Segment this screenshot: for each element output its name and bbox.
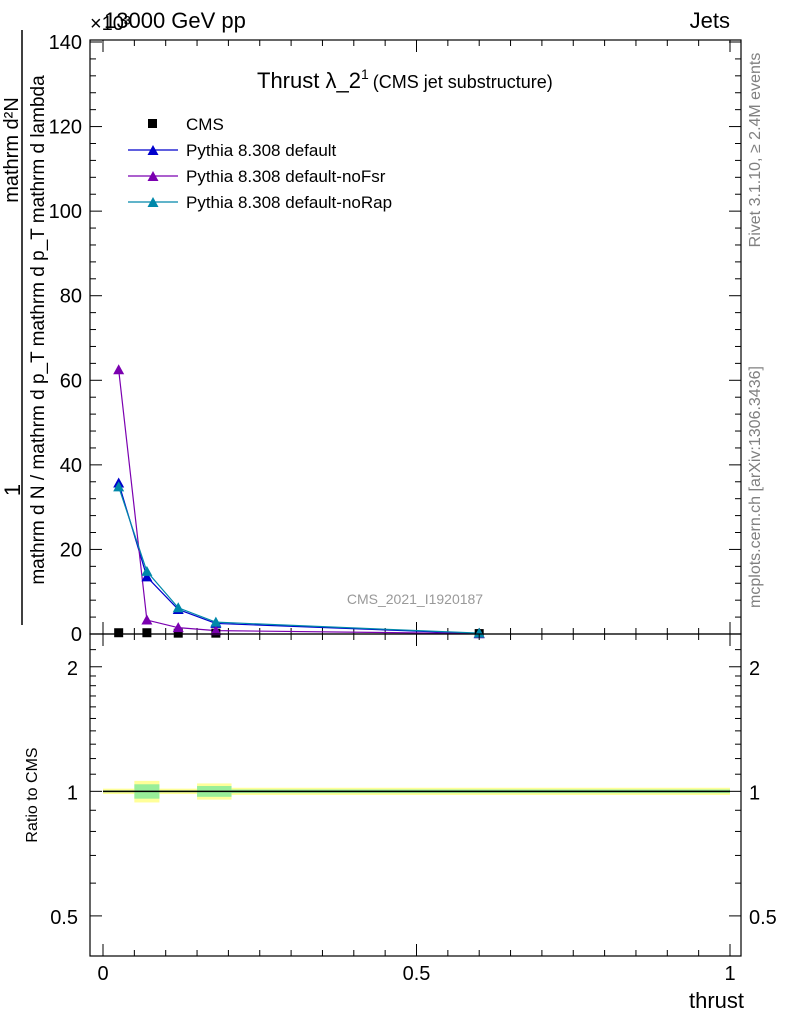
legend-entry-default: Pythia 8.308 default	[128, 141, 337, 160]
data-point-triangle	[113, 364, 125, 375]
multiplier-label: ×10³	[90, 13, 131, 35]
data-point-triangle	[141, 565, 153, 576]
y-tick-label: 140	[49, 32, 82, 54]
legend-entry-norap: Pythia 8.308 default-noRap	[128, 193, 392, 212]
jets-label: Jets	[690, 8, 730, 33]
legend-square-marker	[148, 119, 157, 128]
y-axis-label: 1 mathrm d²N mathrm d N / mathrm d p_T m…	[0, 30, 49, 625]
legend-triangle-marker	[147, 197, 159, 207]
y-tick-label: 120	[49, 117, 82, 139]
ratio-y-tick-label: 2	[67, 658, 78, 680]
data-point-square	[142, 628, 152, 638]
y-axis-label-denominator: mathrm d N / mathrm d p_T mathrm d p_T m…	[28, 75, 49, 585]
y-tick-label: 20	[60, 539, 82, 561]
series-line	[118, 482, 480, 635]
legend: CMS Pythia 8.308 default Pythia 8.308 de…	[128, 115, 392, 212]
collision-label: 13000 GeV pp	[104, 8, 246, 33]
ratio-y-tick-label: 1	[749, 782, 760, 804]
y-tick-label: 0	[71, 624, 82, 646]
legend-label-default: Pythia 8.308 default	[186, 141, 337, 160]
x-tick-label: 0.5	[403, 963, 431, 985]
legend-label-nofsr: Pythia 8.308 default-noFsr	[186, 167, 386, 186]
ratio-frame	[89, 633, 742, 957]
analysis-watermark: CMS_2021_I1920187	[347, 591, 483, 607]
data-point-square	[173, 628, 183, 638]
ratio-y-tick-label: 0.5	[749, 907, 777, 929]
y-axis-label-one: 1	[0, 484, 25, 496]
data-point-triangle	[113, 481, 125, 492]
y-axis-label-numerator: mathrm d²N	[1, 97, 23, 203]
legend-triangle-marker	[147, 145, 159, 155]
ratio-y-ticks: 0.5 0.5 1 1 2 2	[50, 633, 777, 957]
x-axis-label: thrust	[689, 988, 744, 1013]
ratio-x-ticks: 0 0.5 1	[97, 634, 736, 985]
data-point-square	[114, 628, 124, 638]
x-tick-label: 0	[97, 963, 108, 985]
y-tick-label: 80	[60, 286, 82, 308]
chart-title-sub: (CMS jet substructure)	[373, 72, 553, 92]
ratio-y-axis-label: Ratio to CMS	[24, 747, 41, 842]
chart-title: Thrust λ_21 (CMS jet substructure)	[257, 66, 553, 93]
main-y-ticks: 0 20 40 60 80 100 120 140	[49, 32, 741, 646]
legend-label-cms: CMS	[186, 115, 224, 134]
y-tick-label: 40	[60, 455, 82, 477]
data-point-triangle	[172, 622, 184, 633]
ratio-y-tick-label: 0.5	[50, 907, 78, 929]
chart-title-sup: 1	[361, 66, 369, 82]
y-tick-label: 60	[60, 370, 82, 392]
data-point-triangle	[473, 627, 485, 638]
legend-label-norap: Pythia 8.308 default-noRap	[186, 193, 392, 212]
ratio-panel: 0.5 0.51 12 2 0 0.5 1 Ratio to CMS thrust	[24, 633, 777, 1013]
mcplots-label: mcplots.cern.ch [arXiv:1306.3436]	[747, 366, 764, 608]
series-line	[118, 486, 480, 634]
data-point-triangle	[172, 602, 184, 613]
main-x-ticks	[102, 40, 731, 634]
data-point-triangle	[141, 614, 153, 625]
ratio-y-tick-label: 1	[67, 782, 78, 804]
legend-entry-cms: CMS	[148, 115, 224, 134]
data-point-triangle	[210, 625, 222, 636]
legend-entry-nofsr: Pythia 8.308 default-noFsr	[128, 167, 386, 186]
main-series	[113, 364, 485, 639]
chart-title-main: Thrust λ_2	[257, 68, 361, 93]
x-tick-label: 1	[724, 963, 735, 985]
data-point-triangle	[210, 616, 222, 627]
legend-triangle-marker	[147, 171, 159, 181]
ratio-y-tick-label: 2	[749, 658, 760, 680]
rivet-label: Rivet 3.1.10, ≥ 2.4M events	[747, 53, 764, 248]
data-point-triangle	[141, 571, 153, 582]
y-tick-label: 100	[49, 201, 82, 223]
